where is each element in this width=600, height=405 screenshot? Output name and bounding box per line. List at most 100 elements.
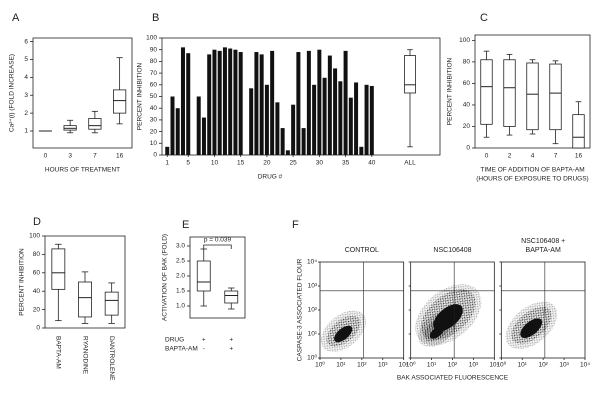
bar bbox=[302, 128, 306, 155]
y-tick-label: 70 bbox=[150, 70, 158, 77]
bar bbox=[354, 82, 358, 155]
y-tick-label: 10⁰ bbox=[307, 354, 317, 362]
x-tick-label: 3 bbox=[68, 153, 72, 160]
bar bbox=[165, 147, 169, 155]
y-axis-label: ACTIVATION OF BAK (FOLD) bbox=[162, 234, 169, 321]
y-tick-label: 40 bbox=[33, 288, 41, 295]
box bbox=[113, 90, 125, 113]
y-tick-label: 0 bbox=[466, 145, 470, 152]
bar bbox=[218, 51, 222, 155]
box bbox=[527, 63, 539, 130]
bar bbox=[254, 52, 258, 155]
y-tick-label: 2.0 bbox=[176, 273, 185, 280]
box bbox=[79, 282, 92, 317]
y-tick-label: 80 bbox=[150, 58, 158, 65]
bar bbox=[328, 56, 332, 155]
x-axis-label: BAK ASSOCIATED FLUORESCENCE bbox=[397, 375, 509, 382]
bar bbox=[223, 47, 227, 155]
y-tick-label: 0 bbox=[36, 325, 40, 332]
plot-title: CONTROL bbox=[345, 247, 379, 254]
bar bbox=[181, 47, 185, 155]
y-axis-label: PERCENT INHIBITION bbox=[447, 57, 454, 125]
significance-bracket bbox=[204, 245, 232, 249]
bar bbox=[170, 97, 174, 156]
x-tick-label: 7 bbox=[554, 153, 558, 160]
x-axis-label: DRUG # bbox=[258, 174, 283, 181]
plot-title: BAPTA-AM bbox=[526, 247, 561, 254]
y-axis-label: Ca²⁺(i) (FOLD INCREASE) bbox=[9, 54, 16, 132]
bar bbox=[370, 86, 374, 155]
condition-label: BAPTA-AM bbox=[165, 346, 198, 353]
box bbox=[573, 115, 585, 148]
x-tick-label: 10⁰ bbox=[496, 361, 506, 369]
y-tick-label: 2.5 bbox=[176, 258, 185, 265]
y-tick-label: 50 bbox=[150, 93, 158, 100]
box bbox=[550, 64, 562, 130]
y-tick-label: 3.0 bbox=[176, 243, 185, 250]
bar bbox=[296, 52, 300, 155]
x-axis-label: (HOURS OF EXPOSURE TO DRUGS) bbox=[476, 176, 588, 183]
box bbox=[197, 261, 210, 291]
x-tick-label: 1 bbox=[165, 160, 169, 167]
bar bbox=[275, 102, 279, 155]
y-tick-label: 40 bbox=[150, 105, 158, 112]
bar bbox=[307, 51, 311, 155]
box bbox=[52, 249, 65, 289]
y-tick-label: 10² bbox=[308, 307, 318, 314]
x-tick-label: 16 bbox=[116, 153, 124, 160]
panel-letter: A bbox=[12, 12, 20, 24]
bar bbox=[359, 147, 363, 155]
condition-sign: + bbox=[202, 337, 206, 344]
bar bbox=[270, 51, 274, 155]
y-axis-label: CASPASE-3 ASSOCIATED FLOUR bbox=[297, 258, 304, 361]
bar bbox=[260, 54, 264, 155]
x-tick-label: RYANODINE bbox=[81, 336, 88, 375]
bar bbox=[197, 97, 201, 156]
plot-title: NSC106408 + bbox=[521, 238, 565, 245]
x-tick-label: 35 bbox=[342, 160, 350, 167]
x-tick-label: 40 bbox=[368, 160, 376, 167]
bar bbox=[312, 85, 316, 155]
bar bbox=[239, 52, 243, 155]
panel-letter: B bbox=[152, 12, 159, 24]
y-tick-label: 100 bbox=[459, 37, 470, 44]
bar bbox=[291, 105, 295, 155]
y-tick-label: 100 bbox=[146, 35, 157, 42]
x-tick-label: 16 bbox=[575, 153, 583, 160]
bar bbox=[333, 68, 337, 155]
x-axis-label: HOURS OF TREATMENT bbox=[45, 167, 120, 174]
x-tick-label: 0 bbox=[485, 153, 489, 160]
y-tick-label: 10³ bbox=[308, 283, 318, 290]
bar bbox=[338, 81, 342, 155]
box bbox=[504, 60, 516, 127]
condition-sign: + bbox=[229, 337, 233, 344]
bar bbox=[323, 78, 327, 155]
bar bbox=[176, 108, 180, 155]
x-tick-label: 4 bbox=[531, 153, 535, 160]
y-tick-label: 80 bbox=[33, 251, 41, 258]
x-tick-label: 10² bbox=[357, 362, 367, 369]
x-tick-label: DANTROLENE bbox=[108, 336, 115, 381]
bar bbox=[281, 128, 285, 155]
y-tick-label: 1.5 bbox=[176, 288, 185, 295]
bar bbox=[249, 88, 253, 155]
panel-letter: F bbox=[292, 219, 299, 231]
y-tick-label: 60 bbox=[463, 80, 471, 87]
bar bbox=[233, 50, 237, 155]
annotation: p = 0.039 bbox=[204, 237, 232, 244]
y-tick-label: 10 bbox=[150, 140, 158, 147]
y-tick-label: 6 bbox=[24, 38, 28, 45]
x-tick-label: 7 bbox=[93, 153, 97, 160]
bar bbox=[207, 54, 211, 155]
bar bbox=[349, 98, 353, 155]
y-axis-label: PERCENT INHIBITION bbox=[137, 62, 144, 130]
x-tick-label: 10¹ bbox=[427, 362, 437, 369]
x-tick-label: 0 bbox=[44, 153, 48, 160]
y-tick-label: 10⁴ bbox=[307, 259, 317, 266]
y-tick-label: 20 bbox=[463, 123, 471, 130]
x-tick-label: 10³ bbox=[469, 362, 479, 369]
x-tick-label: 10⁰ bbox=[406, 361, 416, 369]
y-tick-label: 60 bbox=[150, 82, 158, 89]
